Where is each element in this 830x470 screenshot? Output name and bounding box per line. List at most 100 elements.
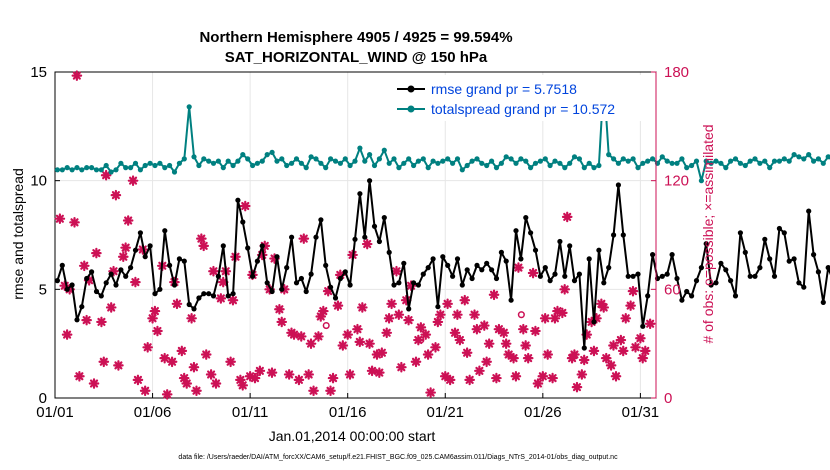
rmse-point xyxy=(732,293,739,299)
rmse-point xyxy=(191,306,197,312)
totalspread-point xyxy=(586,160,592,166)
totalspread-point xyxy=(128,165,134,171)
rmse-point xyxy=(284,265,290,271)
obs-assimilated-point xyxy=(374,367,385,378)
totalspread-point xyxy=(445,156,451,162)
obs-star-stroke xyxy=(631,343,640,352)
obs-star-stroke xyxy=(377,348,386,357)
totalspread-point xyxy=(532,160,539,166)
obs-assimilated-point xyxy=(352,323,363,335)
rmse-point xyxy=(689,293,695,299)
obs-assimilated-point xyxy=(152,325,163,337)
totalspread-point xyxy=(693,158,700,164)
obs-star-stroke xyxy=(368,366,377,375)
obs-possible-point xyxy=(417,336,425,344)
rmse-point xyxy=(674,275,680,282)
obs-assimilated-point xyxy=(225,356,236,368)
totalspread-point xyxy=(762,158,768,164)
totalspread-point xyxy=(332,158,339,164)
obs-assimilated-point xyxy=(620,313,632,324)
obs-assimilated-point xyxy=(176,345,188,357)
rmse-point xyxy=(518,256,524,262)
legend-totalspread-label: totalspread grand pr = 10.572 xyxy=(431,101,615,117)
obs-star-stroke xyxy=(128,176,138,185)
obs-assimilated-point xyxy=(510,370,522,382)
obs-star-stroke xyxy=(404,316,413,325)
rmse-point xyxy=(479,267,485,273)
obs-star-stroke xyxy=(211,379,221,388)
totalspread-point xyxy=(781,156,787,162)
totalspread-point xyxy=(342,156,348,162)
totalspread-point xyxy=(703,158,709,164)
totalspread-point xyxy=(571,154,578,160)
obs-assimilated-point xyxy=(498,327,510,339)
rmse-point xyxy=(225,293,231,299)
rmse-point xyxy=(611,232,617,238)
obs-assimilated-point xyxy=(283,369,295,380)
obs-assimilated-point xyxy=(110,189,122,201)
totalspread-point xyxy=(518,156,524,162)
obs-assimilated-point xyxy=(303,369,314,380)
obs-star-stroke xyxy=(99,357,108,366)
obs-star-stroke xyxy=(431,343,440,352)
totalspread-point xyxy=(381,147,387,153)
x-tick-label: 01/06 xyxy=(134,404,172,421)
obs-star-stroke xyxy=(85,276,94,285)
obs-star-stroke xyxy=(394,310,403,319)
obs-star-stroke xyxy=(111,191,120,200)
totalspread-point xyxy=(113,167,119,173)
obs-assimilated-point xyxy=(159,352,170,364)
chart-title: Northern Hemisphere 4905 / 4925 = 99.594… xyxy=(199,29,512,46)
rmse-point xyxy=(269,288,275,295)
obs-assimilated-point xyxy=(561,211,573,223)
rmse-point xyxy=(723,267,729,273)
totalspread-point xyxy=(318,160,324,166)
obs-assimilated-point xyxy=(464,374,475,386)
obs-assimilated-point xyxy=(625,300,636,311)
rmse-point xyxy=(79,304,85,310)
obs-assimilated-point xyxy=(518,323,529,335)
obs-star-stroke xyxy=(465,375,474,384)
rmse-point xyxy=(396,280,402,286)
totalspread-point xyxy=(737,160,744,166)
obs-assimilated-point xyxy=(344,369,356,380)
obs-assimilated-point xyxy=(391,265,402,277)
obs-star-stroke xyxy=(411,357,421,366)
totalspread-point xyxy=(362,158,368,164)
rmse-point xyxy=(137,230,143,236)
totalspread-point xyxy=(728,158,734,164)
totalspread-point xyxy=(547,162,553,169)
totalspread-point xyxy=(498,160,504,166)
totalspread-point xyxy=(464,162,470,169)
totalspread-point xyxy=(479,160,485,166)
obs-assimilated-point xyxy=(452,309,463,320)
totalspread-point xyxy=(225,158,231,164)
obs-star-stroke xyxy=(531,326,540,336)
rmse-point xyxy=(347,282,353,288)
totalspread-point xyxy=(264,152,270,158)
obs-assimilated-point xyxy=(142,341,153,353)
obs-star-stroke xyxy=(365,339,374,348)
totalspread-point xyxy=(796,154,802,160)
totalspread-point xyxy=(235,158,241,164)
obs-star-stroke xyxy=(550,314,559,323)
y-right-tick-label: 0 xyxy=(664,390,672,407)
obs-assimilated-point xyxy=(127,175,139,186)
rmse-point xyxy=(332,295,339,301)
x-axis-label: Jan.01,2014 00:00:00 start xyxy=(269,428,436,444)
totalspread-point xyxy=(723,165,729,171)
x-tick-label: 01/11 xyxy=(232,404,268,421)
obs-star-stroke xyxy=(133,375,143,384)
obs-star-stroke xyxy=(628,287,638,296)
rmse-point xyxy=(606,265,612,271)
x-tick-label: 01/26 xyxy=(524,404,562,421)
totalspread-point xyxy=(191,154,197,160)
totalspread-point xyxy=(357,145,363,151)
obs-star-stroke xyxy=(480,321,489,330)
obs-star-stroke xyxy=(548,374,557,383)
rmse-point xyxy=(425,265,431,271)
obs-star-stroke xyxy=(441,372,450,381)
obs-assimilated-point xyxy=(132,374,144,386)
obs-assimilated-point xyxy=(120,242,131,253)
rmse-point xyxy=(801,284,807,290)
